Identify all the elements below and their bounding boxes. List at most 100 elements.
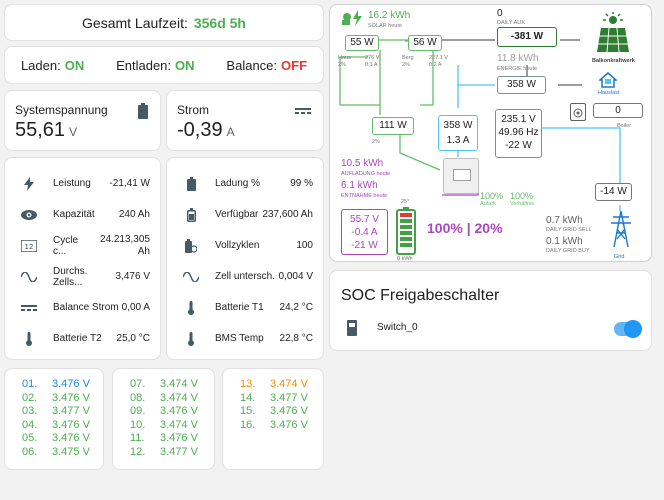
ratio-label: Verhältnis	[510, 201, 535, 207]
cell-number: 06.	[22, 446, 38, 458]
cell-voltage-row: 13. 3.474 V	[240, 378, 308, 390]
cell-voltage-row: 02. 3.476 V	[22, 392, 90, 404]
boiler-label: Boiler	[617, 123, 632, 129]
sensor-row[interactable]: Batterie T2 25,0 °C	[5, 323, 160, 354]
pv1-box[interactable]: 55 W	[345, 35, 379, 51]
energy-flow-card[interactable]: 16.2 kWh SOLAR heute 0 DAILY AUX -381 W …	[329, 4, 652, 262]
cell-number: 02.	[22, 391, 38, 404]
sensor-row[interactable]: Vollzyklen 100	[167, 230, 323, 261]
boiler-box[interactable]: 0	[593, 103, 643, 118]
cell-voltage: 3.474 V	[160, 378, 198, 390]
battery-temp: 25°	[401, 199, 410, 205]
solar-energy: 16.2 kWh	[368, 10, 411, 21]
sensor-row[interactable]: Durchs. Zells... 3,476 V	[5, 261, 160, 292]
cell-voltage-row: 12. 3.477 V	[130, 446, 198, 458]
cell-number: 14.	[240, 391, 256, 404]
cell-voltage-row: 05. 3.476 V	[22, 432, 90, 444]
sensor-name: Ladung %	[215, 178, 261, 189]
sensor-row[interactable]: BMS Temp 22,8 °C	[167, 323, 323, 354]
sensor-value: -21,41 W	[109, 178, 150, 189]
cell-voltage-row: 14. 3.477 V	[240, 392, 308, 404]
cell-number: 08.	[130, 391, 146, 404]
pv1-volt: 276 V	[365, 55, 380, 61]
voltage-card[interactable]: Systemspannung 55,61 V	[4, 90, 161, 151]
battery-level-icon	[396, 207, 416, 255]
pv2-volt: 227.1 V	[429, 55, 448, 61]
sensor-value: 0,004 V	[278, 271, 313, 282]
sensor-value: 237,600 Ah	[262, 208, 313, 220]
sensor-name: Vollzyklen	[215, 240, 260, 251]
ratio-value: 100%	[510, 191, 534, 201]
battery-box[interactable]: 55.7 V -0.4 A -21 W	[341, 209, 388, 255]
thermometer-icon	[179, 300, 203, 315]
cell-number: 07.	[130, 378, 146, 390]
grid-power-box[interactable]: -14 W	[595, 183, 632, 201]
cell-voltage-card: 07. 3.474 V 08. 3.474 V 09. 3.476 V 10. 3.474 V…	[112, 368, 215, 470]
switch-toggle[interactable]	[614, 320, 642, 338]
grid-label: Grid	[614, 254, 625, 260]
discharge-label: ENTNAHME heute	[341, 193, 388, 199]
switch-label: Switch_0	[377, 322, 418, 333]
left-sensor-list: Leistung -21,41 W Kapazität 240 Ah 12 Cycle c…	[4, 157, 161, 360]
sensor-row[interactable]: Verfügbar 237,600 Ah	[167, 199, 323, 230]
thermometer-icon	[17, 331, 41, 346]
cell-voltage-row: 01. 3.476 V	[22, 378, 90, 390]
cell-number: 15.	[240, 405, 256, 418]
pv2-amp: 0.2 A	[429, 62, 442, 68]
cell-voltage: 3.475 V	[52, 446, 90, 458]
sensor-row[interactable]: Kapazität 240 Ah	[5, 199, 160, 230]
pv2-box[interactable]: 56 W	[408, 35, 442, 51]
battery-icon	[138, 103, 148, 124]
status-charge: Laden: ON	[20, 57, 85, 73]
battery-high-icon	[179, 207, 203, 222]
cell-voltage: 3.477 V	[160, 446, 198, 458]
balkon-label: Balkonkraftwerk	[592, 58, 635, 64]
sensor-value: 24.213,305 Ah	[99, 233, 150, 257]
inverter-box[interactable]: 358 W 1.3 A	[438, 115, 478, 151]
current-dc-icon	[295, 103, 311, 121]
aux-value: 0	[497, 8, 503, 19]
sensor-name: Leistung	[53, 178, 91, 189]
cell-voltage-row: 16. 3.476 V	[240, 419, 308, 431]
sensor-row[interactable]: Balance Strom 0,00 A	[5, 292, 160, 323]
cell-number: 10.	[130, 418, 146, 431]
sensor-row[interactable]: Batterie T1 24,2 °C	[167, 292, 323, 323]
sensor-value: 99 %	[290, 178, 313, 189]
cell-number: 11.	[130, 432, 145, 445]
grid-buy: 0.1 kWh	[546, 236, 583, 247]
solar-icon	[340, 10, 366, 31]
sensor-row[interactable]: Ladung % 99 %	[167, 168, 323, 199]
house-power-box[interactable]: 358 W	[497, 76, 546, 94]
sine-wave-icon	[17, 271, 41, 282]
sensor-name: Kapazität	[53, 209, 95, 220]
sensor-row[interactable]: Leistung -21,41 W	[5, 168, 160, 199]
sensor-row[interactable]: 12 Cycle c... 24.213,305 Ah	[5, 230, 160, 261]
cell-voltage: 3.476 V	[160, 432, 198, 445]
pv-total-box[interactable]: 111 W	[372, 117, 414, 135]
battery-icon	[179, 176, 203, 191]
cell-number: 16.	[240, 418, 256, 431]
cell-voltage-row: 11. 3.476 V	[130, 432, 198, 444]
right-sensor-list: Ladung % 99 % Verfügbar 237,600 Ah Vollzykle…	[166, 157, 324, 360]
charge-label: AUFLADUNG heute	[341, 171, 391, 177]
battery-kwh: 0 kWh	[397, 256, 413, 262]
autark-label: Autark	[480, 201, 496, 207]
sensor-name: Verfügbar	[215, 209, 259, 220]
cell-voltage-row: 10. 3.474 V	[130, 419, 198, 431]
cell-voltage-row: 15. 3.476 V	[240, 405, 308, 417]
cell-voltage: 3.477 V	[52, 405, 90, 418]
sensor-row[interactable]: Zell untersch. 0,004 V	[167, 261, 323, 292]
current-card[interactable]: Strom -0,39 A	[166, 90, 324, 151]
cell-voltage-card: 01. 3.476 V 02. 3.476 V 03. 3.477 V 04. 3.476 V…	[4, 368, 104, 470]
aux-power-box[interactable]: -381 W	[497, 27, 557, 47]
cell-number: 03.	[22, 405, 38, 418]
solar-label: SOLAR heute	[368, 23, 402, 29]
cell-voltage-row: 03. 3.477 V	[22, 405, 90, 417]
grid-detail-box[interactable]: 235.1 V 49.96 Hz -22 W	[495, 109, 542, 158]
voltage-value: 55,61 V	[15, 119, 78, 141]
eye-icon	[17, 209, 41, 220]
runtime-label: Gesamt Laufzeit:	[82, 14, 188, 31]
cell-voltage: 3.476 V	[270, 418, 308, 431]
cell-voltage: 3.476 V	[160, 405, 198, 418]
svg-text:12: 12	[25, 243, 34, 251]
